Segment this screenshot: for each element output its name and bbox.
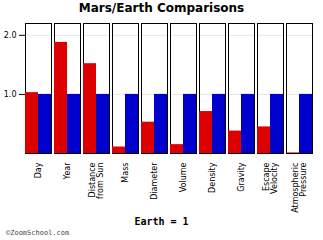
html-text:Mars/Earth Comparisons: Mars/Earth Comparisons [78,1,245,15]
html-text:©ZoomSchool.com: ©ZoomSchool.com [6,229,70,237]
svg-text:Diameter: Diameter [150,162,159,200]
svg-text:1.0: 1.0 [4,90,17,99]
html-text:Earth = 1: Earth = 1 [134,216,189,227]
svg-text:Year: Year [63,162,72,181]
svg-text:2.0: 2.0 [4,31,17,40]
svg-text:AtmosphericPressure: AtmosphericPressure [291,162,308,212]
svg-text:Distancefrom Sun: Distancefrom Sun [88,162,105,198]
svg-text:Mass: Mass [121,163,130,183]
svg-text:EscapeVelocity: EscapeVelocity [262,162,279,194]
svg-text:Day: Day [34,162,43,178]
svg-text:Volume: Volume [179,162,188,192]
svg-text:Gravity: Gravity [237,162,246,191]
svg-text:Density: Density [208,162,217,193]
